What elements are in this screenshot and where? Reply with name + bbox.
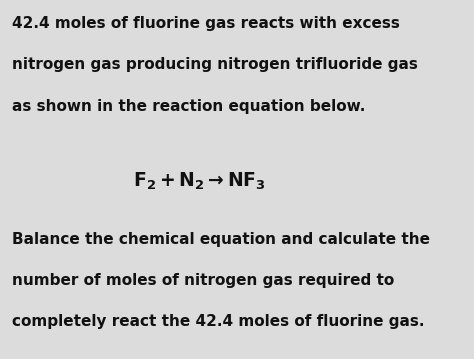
Text: completely react the 42.4 moles of fluorine gas.: completely react the 42.4 moles of fluor… <box>12 314 424 329</box>
Text: number of moles of nitrogen gas required to: number of moles of nitrogen gas required… <box>12 273 394 288</box>
Text: Balance the chemical equation and calculate the: Balance the chemical equation and calcul… <box>12 232 430 247</box>
Text: as shown in the reaction equation below.: as shown in the reaction equation below. <box>12 99 365 114</box>
Text: nitrogen gas producing nitrogen trifluoride gas: nitrogen gas producing nitrogen trifluor… <box>12 57 418 73</box>
Text: 42.4 moles of fluorine gas reacts with excess: 42.4 moles of fluorine gas reacts with e… <box>12 16 400 31</box>
Text: $\mathregular{F_2 + N_2 \rightarrow NF_3}$: $\mathregular{F_2 + N_2 \rightarrow NF_3… <box>133 171 265 192</box>
